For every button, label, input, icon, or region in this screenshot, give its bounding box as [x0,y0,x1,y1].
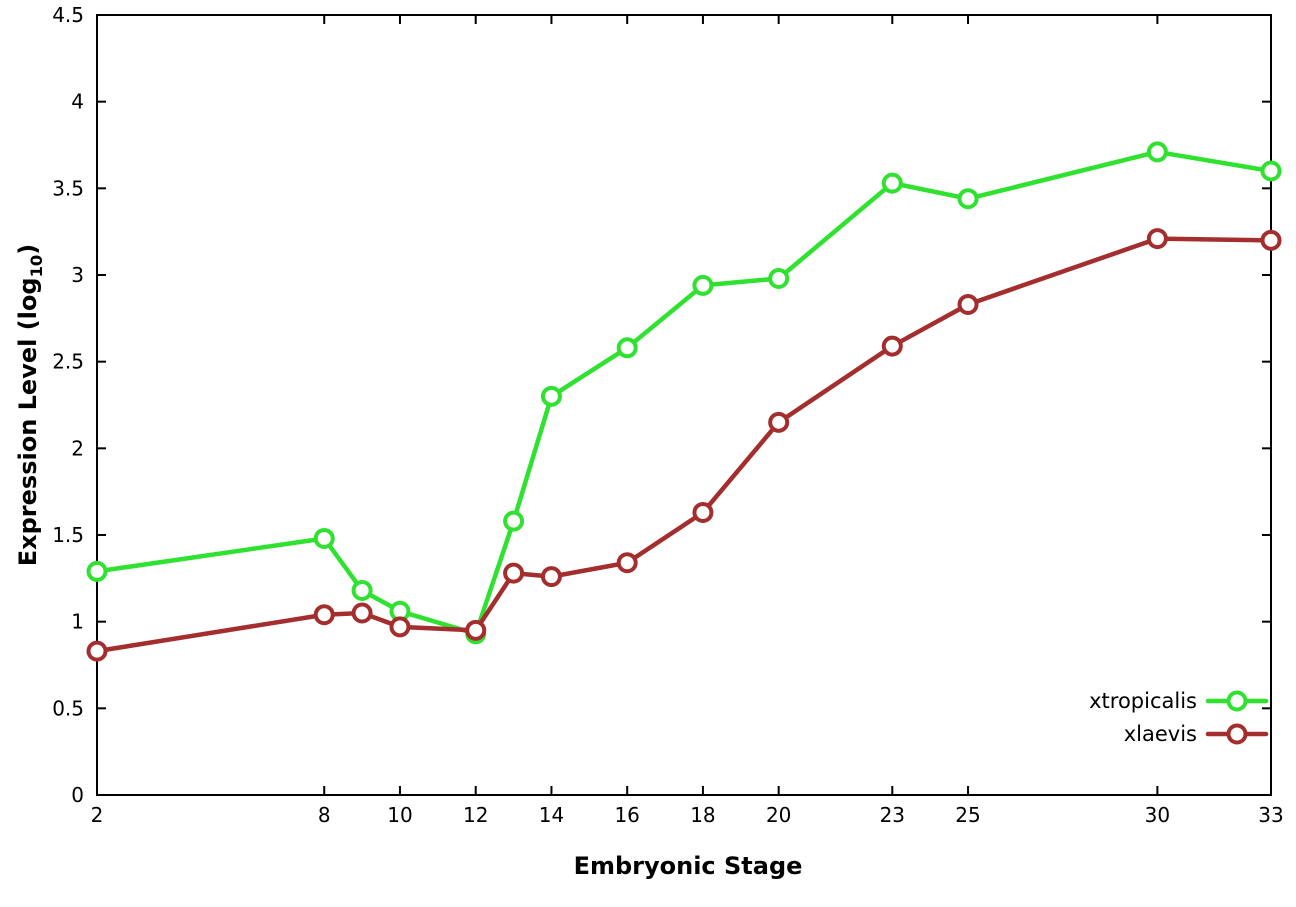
series-xlaevis-marker [1146,228,1168,250]
series-xtropicalis-marker [503,510,525,532]
series-xlaevis-marker [313,604,335,626]
legend-marker-sample [1226,723,1248,745]
x-tick-label: 33 [1258,803,1283,827]
series-xlaevis-marker [957,293,979,315]
series-xlaevis-marker [616,552,638,574]
x-tick-label: 10 [387,803,412,827]
legend-marker-sample [1226,690,1248,712]
y-axis-title-close: ) [14,243,43,255]
x-tick-label: 25 [955,803,980,827]
x-tick-label: 14 [539,803,564,827]
series-xtropicalis-line [94,149,1274,637]
series-xlaevis-marker [881,335,903,357]
series-xtropicalis-marker [768,267,790,289]
y-tick-label: 3 [71,263,84,287]
y-axis: 0 0.5 1 1.5 2 2.5 3 3.5 4 4.5 [52,3,1271,807]
series-xlaevis-marker [503,562,525,584]
x-tick-label: 30 [1145,803,1170,827]
y-tick-label: 4.5 [52,3,84,27]
y-axis-title: Expression Level (log10) [14,244,46,567]
y-tick-label: 2 [71,436,84,460]
plot-border [96,14,1272,796]
series-xlaevis-marker [540,566,562,588]
y-tick-label: 0 [71,783,84,807]
y-axis-title-text: Expression Level (log [14,277,43,567]
series-xtropicalis-marker [1146,141,1168,163]
series-xtropicalis-marker [881,172,903,194]
legend-item-xtropicalis: xtropicalis [1089,689,1269,713]
y-tick-label: 2.5 [52,350,84,374]
x-tick-label: 23 [880,803,905,827]
y-tick-label: 1 [71,610,84,634]
series-xtropicalis-marker [540,385,562,407]
x-tick-label: 2 [91,803,104,827]
y-tick-label: 3.5 [52,176,84,200]
series-xtropicalis-marker [692,274,714,296]
legend-item-xlaevis: xlaevis [1124,722,1269,746]
legend-label: xtropicalis [1089,689,1197,713]
x-tick-label: 8 [318,803,331,827]
series-xtropicalis-marker [351,579,373,601]
series-xlaevis [86,228,1282,662]
x-axis: 2 8 10 12 14 16 18 20 23 25 30 33 [91,15,1284,827]
legend: xtropicalis xlaevis [1089,689,1269,746]
series-xtropicalis-marker [1260,160,1282,182]
series-xtropicalis-marker [957,188,979,210]
x-tick-label: 12 [463,803,488,827]
series-xlaevis-marker [692,501,714,523]
series-xlaevis-marker [465,619,487,641]
x-tick-label: 18 [690,803,715,827]
series-xtropicalis [86,141,1282,645]
series-xlaevis-marker [1260,229,1282,251]
series-xlaevis-marker [86,640,108,662]
series-xtropicalis-marker [313,527,335,549]
series-xtropicalis-marker [86,560,108,582]
series-xlaevis-marker [351,602,373,624]
x-tick-label: 20 [766,803,791,827]
legend-label: xlaevis [1124,722,1197,746]
y-tick-label: 1.5 [52,523,84,547]
series-xlaevis-marker [389,616,411,638]
x-tick-label: 16 [614,803,639,827]
series-xlaevis-marker [768,411,790,433]
y-axis-title-subscript: 10 [26,254,46,278]
series-xtropicalis-marker [616,337,638,359]
y-tick-label: 0.5 [52,696,84,720]
y-tick-label: 4 [71,90,84,114]
x-axis-title: Embryonic Stage [573,852,803,880]
